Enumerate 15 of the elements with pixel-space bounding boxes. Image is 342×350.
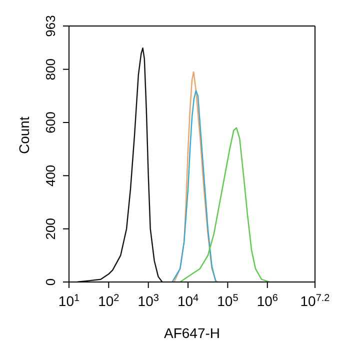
x-tick-label: 10$^{7.2}$ (300, 292, 330, 309)
x-axis-title: AF647-H (164, 325, 220, 341)
y-axis-title: Count (16, 116, 32, 154)
y-tick-label: 200 (43, 218, 58, 240)
y-tick-label: 0 (43, 278, 58, 286)
x-tick-label: 10$^{1}$ (58, 292, 80, 309)
x-tick-label: 10$^{2}$ (98, 292, 120, 309)
x-tick-label: 10$^{6}$ (256, 292, 278, 309)
x-tick-label: 10$^{5}$ (217, 292, 239, 309)
y-tick-label: 800 (43, 58, 58, 80)
x-tick-label: 10$^{4}$ (177, 292, 200, 309)
y-tick-label: 400 (43, 164, 58, 187)
y-tick-label: 963 (43, 15, 58, 37)
x-tick-label: 10$^{3}$ (138, 292, 160, 309)
y-tick-label: 600 (43, 112, 58, 134)
